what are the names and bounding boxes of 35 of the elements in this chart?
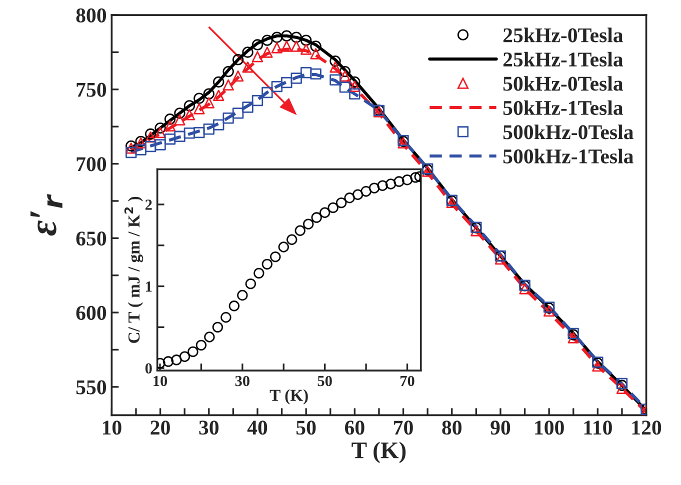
x-tick-label: 70 xyxy=(394,420,413,435)
x-tick-label: 120 xyxy=(632,420,662,435)
x-tick-label: 70 xyxy=(400,376,414,386)
x-tick-label: 90 xyxy=(490,420,510,435)
y-tick-label: 650 xyxy=(76,232,106,246)
y-tick-label: 800 xyxy=(76,8,106,22)
legend-label: 500kHz-0Tesla xyxy=(503,124,634,140)
x-axis-title: T (K) xyxy=(270,389,308,404)
x-tick-label: 30 xyxy=(199,420,219,435)
x-tick-label: 30 xyxy=(235,376,250,386)
legend-label: 25kHz-1Tesla xyxy=(503,52,624,67)
y-tick-label: 600 xyxy=(76,306,106,320)
x-tick-label: 60 xyxy=(344,420,364,435)
x-tick-label: 50 xyxy=(318,376,332,386)
legend-label: 50kHz-0Tesla xyxy=(503,76,624,91)
y-tick-label: 550 xyxy=(76,380,106,394)
y-axis-title: ε′$_{r}$ xyxy=(30,194,62,236)
x-tick-label: 10 xyxy=(154,376,168,386)
y-tick-label: 2 xyxy=(145,200,152,210)
x-tick-label: 50 xyxy=(296,420,316,435)
y-tick-label: 750 xyxy=(76,82,106,97)
legend-label: 50kHz-1Tesla xyxy=(503,100,624,116)
x-tick-label: 20 xyxy=(150,420,170,435)
x-tick-label: 40 xyxy=(247,420,268,435)
x-axis-title: T (K) xyxy=(352,442,406,464)
legend-label: 500kHz-1Tesla xyxy=(503,148,634,164)
x-tick-label: 80 xyxy=(442,420,462,435)
y-tick-label: 700 xyxy=(76,157,106,172)
y-axis-title: C/ T ( mJ / gm / K$^{2}$ ) xyxy=(124,196,144,343)
x-tick-label: 110 xyxy=(584,420,612,435)
y-tick-label: 0 xyxy=(145,363,152,374)
y-tick-label: 1 xyxy=(146,281,152,292)
x-tick-label: 100 xyxy=(535,420,564,435)
legend-label: 25kHz-0Tesla xyxy=(503,28,624,42)
x-tick-label: 10 xyxy=(102,420,122,435)
